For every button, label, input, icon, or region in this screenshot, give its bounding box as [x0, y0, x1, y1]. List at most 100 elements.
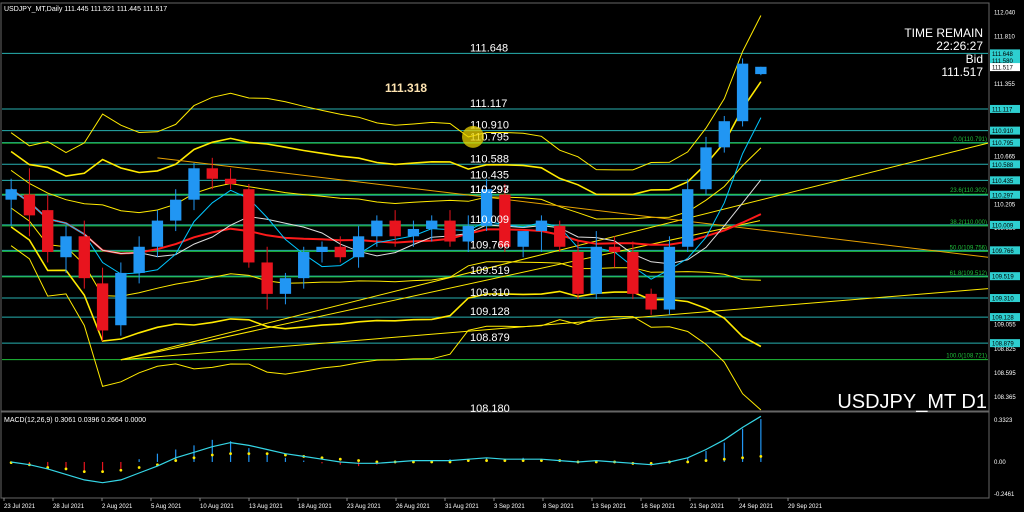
candle-body	[554, 225, 566, 247]
candle-body	[517, 231, 529, 247]
macd-signal-dot	[521, 459, 525, 462]
fib-label: 61.8(109.512)	[950, 271, 987, 277]
candle-body	[115, 272, 127, 326]
candle-body	[243, 189, 255, 263]
price-tag-bg	[990, 49, 1020, 58]
price-panel	[0, 2, 990, 412]
level-label: 108.180	[470, 403, 510, 415]
time-tick: 2 Aug 2021	[102, 504, 133, 510]
fib-label: 50.0(109.756)	[950, 245, 987, 251]
candle-body	[736, 63, 749, 122]
macd-signal-dot	[503, 459, 507, 462]
price-tag-bg	[990, 246, 1020, 255]
price-tag-bg	[990, 190, 1020, 199]
fib-label: 23.6(110.302)	[950, 188, 987, 194]
candle-body	[188, 168, 200, 200]
marker-level-label: 111.318	[385, 81, 427, 95]
trend-line	[120, 288, 989, 361]
candle-body	[60, 236, 72, 258]
fib-label: 0.0(110.791)	[953, 137, 987, 143]
candle-body	[700, 147, 712, 190]
bid-value: 111.517	[941, 65, 983, 79]
macd-signal-dot	[101, 470, 104, 474]
highlight-circle	[462, 125, 484, 148]
macd-signal-dot	[357, 459, 360, 462]
time-tick: 8 Sep 2021	[543, 504, 574, 510]
candle-body	[499, 194, 511, 247]
symbol-info: USDJPY_MT,Daily 111.445 111.521 111.445 …	[4, 6, 167, 13]
macd-signal-dot	[174, 459, 178, 462]
time-tick: 16 Sep 2021	[641, 504, 676, 510]
macd-signal-dot	[466, 459, 470, 462]
candle-body	[298, 251, 310, 279]
macd-signal-dot	[82, 470, 86, 474]
time-tick: 13 Sep 2021	[592, 504, 627, 510]
band-up-2	[10, 81, 762, 196]
candle-body	[682, 189, 694, 247]
candle-body	[572, 251, 584, 294]
macd-signal-dot	[137, 466, 141, 469]
candle-body	[224, 178, 237, 184]
price-tag-bg	[990, 63, 1020, 72]
price-tick: 108.595	[994, 371, 1016, 377]
candle-body	[206, 168, 218, 179]
candle-body	[663, 246, 676, 310]
level-label: 110.588	[470, 153, 509, 165]
candle-body	[755, 66, 767, 75]
candle-body	[462, 225, 474, 242]
macd-tick: 0.00	[994, 460, 1006, 466]
trend-line	[120, 142, 989, 361]
price-tag: 111.517	[992, 66, 1013, 72]
macd-signal-dot	[64, 467, 68, 471]
price-tag-bg	[990, 313, 1020, 322]
candle-body	[352, 236, 365, 258]
price-tag: 109.128	[992, 316, 1014, 322]
candle-body	[645, 293, 657, 310]
candle-body	[590, 246, 602, 294]
level-label: 109.766	[470, 239, 510, 251]
time-remain-value: 22:26:27	[936, 39, 983, 53]
candle-body	[78, 236, 90, 279]
time-tick: 13 Aug 2021	[249, 504, 283, 510]
price-tag-bg	[990, 56, 1020, 65]
level-label: 109.519	[470, 265, 510, 277]
level-label: 110.293	[470, 184, 509, 196]
price-tag-bg	[990, 220, 1020, 229]
price-tick: 108.365	[994, 395, 1016, 401]
time-remain-label: TIME REMAIN	[904, 26, 983, 40]
price-tick: 111.355	[994, 82, 1015, 88]
macd-panel	[0, 411, 990, 499]
price-tick: 110.205	[994, 202, 1016, 208]
macd-signal-dot	[247, 452, 251, 456]
macd-signal-dot	[759, 455, 763, 458]
macd-line	[11, 415, 762, 484]
price-tag: 111.580	[992, 59, 1013, 65]
time-tick: 21 Sep 2021	[690, 504, 725, 510]
price-tag: 109.519	[992, 275, 1014, 281]
candle-body	[316, 246, 328, 252]
macd-signal-dot	[686, 460, 690, 464]
macd-signal-dot	[704, 459, 708, 462]
time-axis: 23 Jul 2021 28 Jul 2021 2 Aug 2021 5 Aug 20…	[3, 498, 823, 510]
candle-body	[5, 189, 17, 200]
level-label: 108.879	[470, 332, 510, 344]
candle-body	[608, 246, 621, 252]
time-tick: 5 Aug 2021	[151, 504, 182, 510]
macd-signal-dot	[448, 460, 452, 464]
candle-body	[261, 262, 273, 294]
macd-signal-dot	[119, 468, 123, 472]
macd-signal-dot	[485, 459, 488, 462]
price-tag-bg	[990, 160, 1020, 169]
macd-signal-dot	[430, 460, 434, 464]
macd-signal-dot	[594, 460, 598, 464]
candle-body	[627, 251, 639, 294]
price-tag: 109.766	[992, 249, 1014, 255]
price-tag: 108.879	[992, 342, 1014, 348]
candlesticks	[5, 58, 767, 341]
time-tick: 18 Aug 2021	[298, 504, 332, 510]
price-tag-bg	[990, 138, 1020, 147]
price-tag: 110.588	[992, 163, 1014, 169]
candle-body	[334, 246, 346, 258]
